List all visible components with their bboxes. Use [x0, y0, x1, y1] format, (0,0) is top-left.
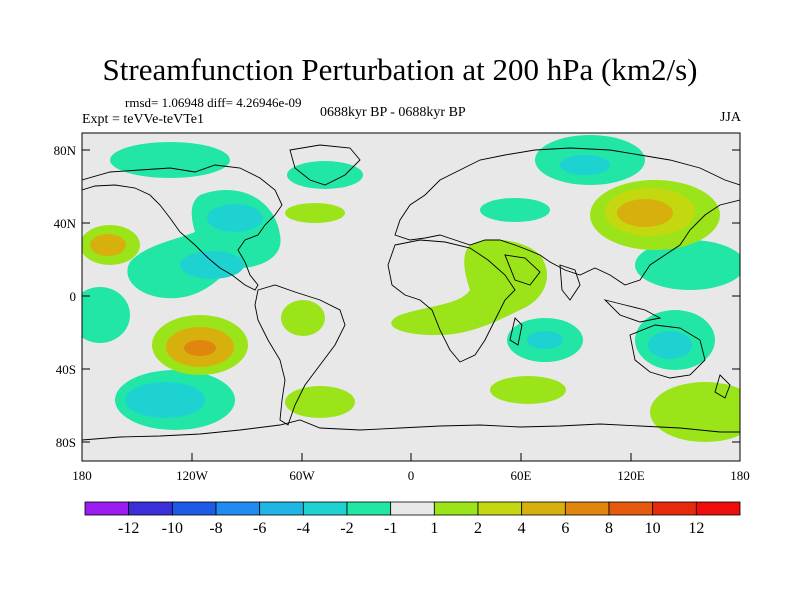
longitude-axis: [81, 453, 741, 461]
colorbar-tick-label: 8: [605, 520, 613, 537]
latitude-axis: [82, 149, 740, 443]
coastline-india: [559, 264, 581, 301]
coastline-indonesia: [603, 299, 662, 323]
colorbar-swatch: [171, 501, 217, 516]
anomaly-region: [635, 240, 740, 290]
colorbar: [84, 501, 741, 516]
coastline-new-zealand: [714, 374, 731, 399]
colorbar-swatch: [695, 501, 741, 516]
lon-tick-label: 60E: [511, 468, 532, 483]
colorbar-swatch: [346, 501, 392, 516]
lon-tick-label: 180: [730, 468, 750, 483]
colorbar-tick-label: -10: [162, 520, 183, 537]
colorbar-swatch: [521, 501, 566, 516]
anomaly-region: [180, 251, 244, 279]
colorbar-swatch: [215, 501, 261, 516]
colorbar-swatch: [433, 501, 479, 516]
colorbar-tick-label: 2: [474, 520, 482, 537]
coastline-australia: [629, 324, 706, 379]
colorbar-swatch: [608, 501, 654, 516]
anomaly-region: [281, 300, 325, 336]
lon-tick-label: 60W: [289, 468, 315, 483]
colorbar-swatch: [564, 501, 610, 516]
anomaly-region: [287, 161, 363, 189]
lon-tick-label: 120E: [617, 468, 645, 483]
anomaly-region: [90, 234, 126, 256]
colorbar-tick-label: -2: [340, 520, 353, 537]
anomaly-region: [285, 203, 345, 223]
coastline-africa: [387, 239, 516, 363]
colorbar-tick-label: -8: [209, 520, 222, 537]
anomaly-region: [110, 142, 230, 178]
contour-field: [82, 135, 740, 442]
lat-tick-label: 0: [70, 289, 77, 304]
colorbar-swatch: [302, 501, 348, 516]
season-label: JJA: [719, 110, 741, 125]
colorbar-tick-label: 6: [561, 520, 569, 537]
experiment-label: Expt = teVVe-teVTe1: [82, 112, 204, 127]
colorbar-swatch: [128, 501, 173, 516]
anomaly-region: [184, 340, 216, 356]
colorbar-swatch: [652, 501, 697, 516]
colorbar-swatch: [477, 501, 523, 516]
stats-label: rmsd= 1.06948 diff= 4.26946e-09: [125, 95, 302, 110]
colorbar-swatch: [259, 501, 304, 516]
latitude-labels: 80N 40N 0 40S 80S: [54, 143, 77, 450]
lat-tick-label: 80N: [54, 143, 77, 158]
colorbar-tick-label: 12: [688, 520, 704, 537]
anomaly-region: [285, 386, 355, 418]
anomaly-region: [207, 204, 263, 232]
lon-tick-label: 120W: [176, 468, 209, 483]
longitude-labels: 180 120W 60W 0 60E 120E 180: [72, 468, 750, 483]
anomaly-region: [650, 382, 740, 442]
anomaly-region: [125, 382, 205, 418]
colorbar-swatch: [390, 501, 435, 516]
plot-title: Streamfunction Perturbation at 200 hPa (…: [102, 52, 698, 87]
anomaly-region: [82, 287, 130, 343]
period-label: 0688kyr BP - 0688kyr BP: [320, 105, 466, 120]
colorbar-swatch: [84, 501, 130, 516]
lat-tick-label: 80S: [56, 435, 76, 450]
colorbar-tick-label: -6: [253, 520, 266, 537]
colorbar-tick-label: 10: [645, 520, 661, 537]
coastline-eurasia: [394, 147, 740, 286]
colorbar-tick-label: -12: [118, 520, 139, 537]
coastline-madagascar: [509, 317, 523, 346]
anomaly-region: [617, 199, 673, 227]
colorbar-tick-label: 4: [518, 520, 526, 537]
coastline-greenland: [289, 144, 361, 186]
lon-tick-label: 180: [72, 468, 92, 483]
anomaly-region: [527, 331, 563, 349]
anomaly-region: [560, 155, 610, 175]
anomaly-region: [480, 198, 550, 222]
colorbar-tick-label: 1: [430, 520, 438, 537]
colorbar-tick-label: -4: [297, 520, 310, 537]
anomaly-region: [490, 376, 566, 404]
lat-tick-label: 40S: [56, 362, 76, 377]
coastline-south-america: [254, 284, 346, 426]
lon-tick-label: 0: [408, 468, 415, 483]
colorbar-tick-label: -1: [384, 520, 397, 537]
coastlines: [82, 144, 740, 441]
colorbar-labels: -12 -10 -8 -6 -4 -2 -1 1 2 4 6 8 10 12: [118, 520, 704, 537]
anomaly-region: [648, 331, 692, 359]
lat-tick-label: 40N: [54, 216, 77, 231]
coastline-antarctica: [82, 419, 740, 441]
coastline-north-america: [82, 164, 283, 291]
coastline-arabia: [504, 254, 541, 286]
